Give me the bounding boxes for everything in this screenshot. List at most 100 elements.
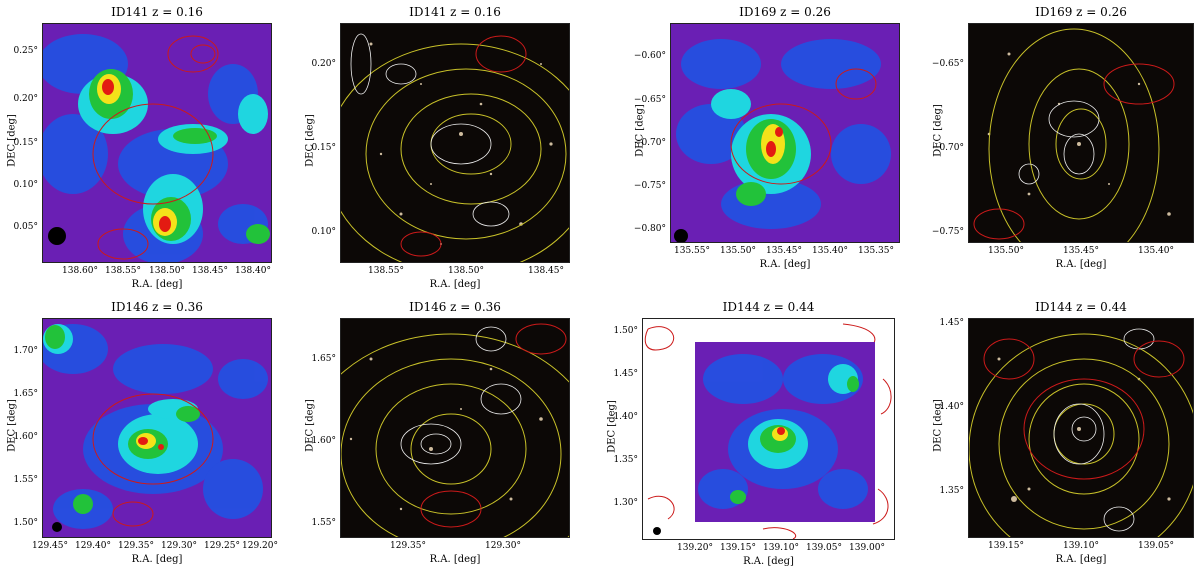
panel-title: ID144 z = 0.44: [722, 300, 815, 314]
y-tick-label: −0.80°: [633, 224, 666, 234]
y-axis-label: DEC [deg]: [932, 104, 944, 157]
panel-id146-optical: ID146 z = 0.36 DEC [deg] R.A. [deg] 1.65: [305, 300, 570, 565]
y-tick-label: −0.75°: [931, 227, 964, 237]
y-tick-label: 0.25°: [13, 46, 38, 56]
y-tick-label: 0.10°: [13, 180, 38, 190]
panel-title: ID144 z = 0.44: [1035, 300, 1127, 314]
x-axis-label: R.A. [deg]: [743, 556, 794, 567]
optical-image: [968, 318, 1194, 538]
y-tick-label: 1.70°: [13, 346, 38, 356]
panel-id144-density: ID144 z = 0.44: [607, 300, 895, 567]
x-tick-label: 139.05°: [806, 543, 842, 553]
y-tick-label: 0.15°: [13, 138, 38, 148]
x-tick-label: 138.50°: [448, 266, 484, 276]
x-tick-label: 129.35°: [390, 541, 426, 551]
y-axis-label: DEC [deg]: [304, 399, 316, 452]
x-tick-label: 139.00°: [849, 543, 885, 553]
y-tick-label: 1.60°: [311, 436, 336, 446]
x-axis-label: R.A. [deg]: [131, 279, 183, 290]
y-tick-label: 0.10°: [311, 227, 336, 237]
density-map: [42, 23, 272, 263]
x-axis-label: R.A. [deg]: [1055, 259, 1107, 270]
x-tick-label: 138.45°: [192, 266, 228, 276]
x-tick-label: 135.40°: [812, 246, 848, 256]
y-tick-label: 1.35°: [939, 486, 964, 496]
x-tick-label: 135.50°: [988, 246, 1024, 256]
x-tick-label: 139.10°: [763, 543, 799, 553]
y-tick-label: 1.50°: [613, 326, 638, 336]
panel-id141-density: ID141 z = 0.16 DEC [deg] R.A. [deg] 0.25…: [7, 5, 272, 290]
x-tick-label: 129.45°: [32, 541, 68, 551]
y-tick-label: 1.60°: [13, 432, 38, 442]
y-tick-label: 1.45°: [613, 369, 638, 379]
y-axis-label: DEC [deg]: [932, 399, 944, 452]
x-tick-label: 139.15°: [720, 543, 756, 553]
y-tick-label: 1.65°: [13, 389, 38, 399]
x-tick-label: 129.30°: [161, 541, 197, 551]
y-tick-label: 0.15°: [311, 143, 336, 153]
x-tick-label: 135.45°: [1063, 246, 1099, 256]
panel-id169-density: ID169 z = 0.26 DEC [deg] R.A. [deg] −0.6…: [634, 5, 900, 270]
x-tick-label: 138.55°: [105, 266, 141, 276]
x-tick-label: 135.40°: [1138, 246, 1174, 256]
panel-id141-optical: ID141 z = 0.16 DEC [deg] R.A. [de: [305, 5, 570, 290]
x-tick-label: 139.10°: [1063, 541, 1099, 551]
y-tick-label: 1.55°: [13, 475, 38, 485]
panel-title: ID141 z = 0.16: [111, 5, 203, 19]
x-tick-label: 129.30°: [485, 541, 521, 551]
optical-image: [340, 23, 570, 263]
panel-id169-optical: ID169 z = 0.26 DEC [deg] R.A. [deg] −0.6: [932, 5, 1194, 270]
y-tick-label: 0.05°: [13, 222, 38, 232]
x-tick-label: 138.60°: [62, 266, 98, 276]
x-axis-label: R.A. [deg]: [131, 554, 183, 565]
panel-title: ID141 z = 0.16: [409, 5, 501, 19]
density-map-frame: [642, 318, 895, 540]
y-tick-label: 1.40°: [613, 412, 638, 422]
panel-title: ID169 z = 0.26: [739, 5, 831, 19]
y-tick-label: 1.65°: [311, 354, 336, 364]
y-tick-label: 1.30°: [613, 498, 638, 508]
y-tick-label: −0.65°: [633, 95, 666, 105]
x-tick-label: 135.35°: [858, 246, 894, 256]
y-tick-label: 1.50°: [13, 518, 38, 528]
x-tick-label: 138.55°: [368, 266, 404, 276]
x-tick-label: 138.45°: [528, 266, 564, 276]
x-tick-label: 139.20°: [677, 543, 713, 553]
y-axis-label: DEC [deg]: [304, 114, 316, 167]
x-tick-label: 138.40°: [235, 266, 271, 276]
y-tick-label: −0.75°: [633, 181, 666, 191]
panel-id144-optical: ID144 z = 0.44 DEC [deg] R.A. [deg] 1.45: [933, 300, 1194, 565]
optical-image: [968, 23, 1194, 243]
x-tick-label: 139.05°: [1138, 541, 1174, 551]
x-tick-label: 135.45°: [766, 246, 802, 256]
panel-title: ID146 z = 0.36: [111, 300, 203, 314]
x-tick-label: 129.25°: [204, 541, 240, 551]
y-tick-label: −0.60°: [633, 51, 666, 61]
y-tick-label: −0.65°: [931, 59, 964, 69]
y-tick-label: 1.40°: [939, 402, 964, 412]
x-tick-label: 135.55°: [674, 246, 710, 256]
y-tick-label: 1.35°: [613, 455, 638, 465]
panel-title: ID146 z = 0.36: [409, 300, 501, 314]
x-tick-label: 138.50°: [149, 266, 185, 276]
x-tick-label: 139.15°: [988, 541, 1024, 551]
y-tick-label: 1.45°: [939, 318, 964, 328]
x-tick-label: 129.40°: [75, 541, 111, 551]
density-map: [42, 318, 272, 538]
panel-title: ID169 z = 0.26: [1035, 5, 1127, 19]
y-tick-label: −0.70°: [931, 143, 964, 153]
y-tick-label: 0.20°: [311, 59, 336, 69]
x-tick-label: 135.50°: [720, 246, 756, 256]
y-tick-label: 0.20°: [13, 94, 38, 104]
x-tick-label: 129.35°: [118, 541, 154, 551]
panel-id146-density: ID146 z = 0.36 DEC [deg] R.A. [deg] 1.70…: [7, 300, 279, 565]
x-axis-label: R.A. [deg]: [759, 259, 811, 270]
x-tick-label: 129.20°: [242, 541, 278, 551]
optical-image: [340, 318, 570, 538]
density-map: [670, 23, 900, 243]
y-tick-label: 1.55°: [311, 518, 336, 528]
x-axis-label: R.A. [deg]: [429, 554, 481, 565]
y-tick-label: −0.70°: [633, 138, 666, 148]
x-axis-label: R.A. [deg]: [429, 279, 481, 290]
x-axis-label: R.A. [deg]: [1055, 554, 1107, 565]
